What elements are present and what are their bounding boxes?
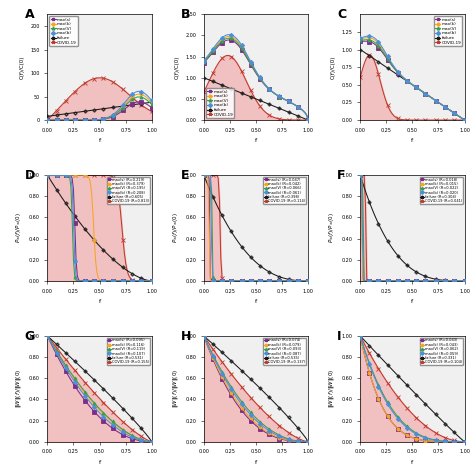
X-axis label: f: f bbox=[255, 299, 257, 304]
Legend: max(s) (R=0.219), max(k) (R=0.379), max(V) (R=0.195), max(b) (R=0.208), failure : max(s) (R=0.219), max(k) (R=0.379), max(… bbox=[107, 177, 150, 204]
Legend: max(s), max(k), max(V), max(b), failure, COVID-19: max(s), max(k), max(V), max(b), failure,… bbox=[206, 88, 235, 118]
Y-axis label: $\|W\|(f)/\|W\|(0)$: $\|W\|(f)/\|W\|(0)$ bbox=[171, 369, 180, 408]
Y-axis label: $P_\infty(f)/P_\infty(0)$: $P_\infty(f)/P_\infty(0)$ bbox=[14, 213, 23, 243]
Legend: max(s) (R=0.095), max(k) (R=0.116), max(V) (R=0.119), max(b) (R=0.107), failure : max(s) (R=0.095), max(k) (R=0.116), max(… bbox=[107, 338, 150, 365]
Y-axis label: $\|W\|(f)/\|W\|(0)$: $\|W\|(f)/\|W\|(0)$ bbox=[14, 369, 23, 408]
Text: E: E bbox=[181, 169, 190, 182]
Y-axis label: $P_\infty(f)/P_\infty(0)$: $P_\infty(f)/P_\infty(0)$ bbox=[171, 213, 180, 243]
Y-axis label: C(f)/C(0): C(f)/C(0) bbox=[175, 56, 180, 79]
Legend: max(s), max(k), max(V), max(b), failure, COVID-19: max(s), max(k), max(V), max(b), failure,… bbox=[49, 16, 78, 46]
X-axis label: f: f bbox=[411, 460, 413, 465]
X-axis label: f: f bbox=[99, 299, 100, 304]
Legend: max(s) (R=0.043), max(k) (R=0.043), max(V) (R=0.062), max(b) (R=0.059), failure : max(s) (R=0.043), max(k) (R=0.043), max(… bbox=[419, 338, 463, 365]
Y-axis label: $P_\infty(f)/P_\infty(0)$: $P_\infty(f)/P_\infty(0)$ bbox=[327, 213, 336, 243]
Text: F: F bbox=[337, 169, 346, 182]
X-axis label: f: f bbox=[411, 299, 413, 304]
Y-axis label: $\|W\|(f)/\|W\|(0)$: $\|W\|(f)/\|W\|(0)$ bbox=[327, 369, 336, 408]
X-axis label: f: f bbox=[99, 138, 100, 143]
Legend: max(s) (R=0.074), max(k) (R=0.079), max(V) (R=0.093), max(b) (R=0.087), failure : max(s) (R=0.074), max(k) (R=0.079), max(… bbox=[264, 338, 306, 365]
X-axis label: f: f bbox=[99, 460, 100, 465]
Text: C: C bbox=[337, 8, 346, 21]
Legend: max(s) (R=0.047), max(k) (R=0.042), max(V) (R=0.066), max(b) (R=0.061), failure : max(s) (R=0.047), max(k) (R=0.042), max(… bbox=[264, 177, 306, 204]
Y-axis label: C(f)/C(0): C(f)/C(0) bbox=[331, 56, 336, 79]
Legend: max(s), max(k), max(V), max(b), failure, COVID-19: max(s), max(k), max(V), max(b), failure,… bbox=[434, 16, 463, 46]
Text: G: G bbox=[25, 330, 35, 342]
X-axis label: f: f bbox=[411, 138, 413, 143]
Y-axis label: C(f)/C(0): C(f)/C(0) bbox=[20, 56, 25, 79]
Text: D: D bbox=[25, 169, 35, 182]
X-axis label: f: f bbox=[255, 138, 257, 143]
X-axis label: f: f bbox=[255, 460, 257, 465]
Text: A: A bbox=[25, 8, 34, 21]
Legend: max(s) (R=0.018), max(k) (R=0.015), max(V) (R=0.022), max(b) (R=0.020), failure : max(s) (R=0.018), max(k) (R=0.015), max(… bbox=[419, 177, 463, 204]
Text: I: I bbox=[337, 330, 342, 342]
Text: H: H bbox=[181, 330, 191, 342]
Text: B: B bbox=[181, 8, 191, 21]
